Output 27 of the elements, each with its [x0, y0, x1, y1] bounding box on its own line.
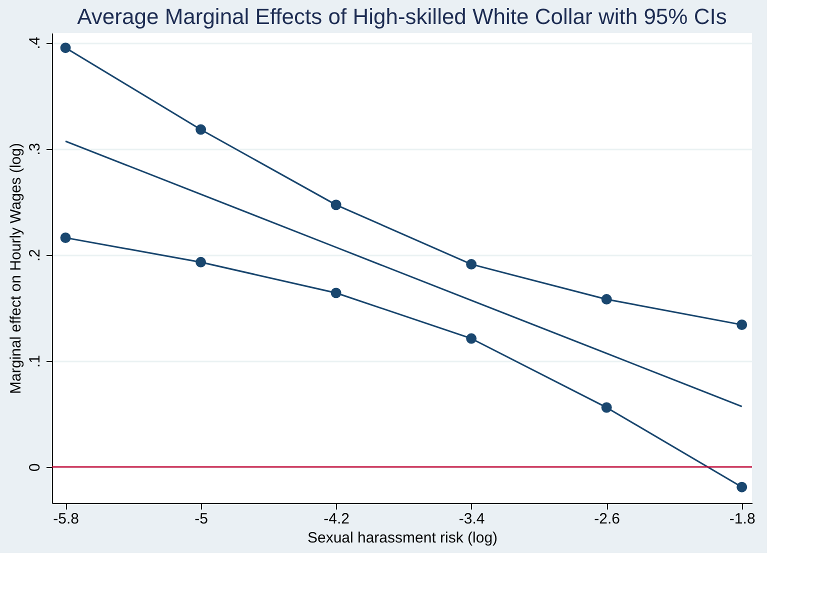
point [330, 200, 342, 210]
point [736, 482, 748, 492]
point [330, 288, 342, 298]
point [196, 256, 206, 268]
point [60, 232, 71, 243]
line-series [64, 140, 743, 408]
point [60, 42, 71, 54]
x-axis-title: Sexual harassment risk (log) [307, 530, 498, 546]
y-axis-title: Marginal effect on Hourly Wages (log) [8, 143, 24, 394]
point [601, 294, 612, 305]
y-tick-label: .1 [26, 355, 44, 368]
chart-title: Average Marginal Effects of High-skilled White Collar with 95% CIs [77, 4, 727, 29]
y-tick-label: .4 [26, 36, 44, 50]
x-tick-label: -3.4 [458, 510, 485, 528]
y-tick-label: .2 [26, 248, 44, 262]
y-tick-label: .3 [26, 142, 44, 156]
x-tick-label: -5.8 [53, 510, 79, 528]
x-tick-label: -4.2 [324, 510, 350, 528]
x-tick-label: -2.6 [594, 510, 620, 528]
point [736, 320, 748, 330]
point [601, 402, 612, 413]
x-tick-label: -1.8 [729, 510, 756, 528]
y-tick-label: 0 [26, 463, 44, 472]
point [196, 124, 206, 135]
x-tick-label: -5 [194, 510, 208, 528]
point [466, 333, 477, 344]
point [466, 259, 477, 270]
